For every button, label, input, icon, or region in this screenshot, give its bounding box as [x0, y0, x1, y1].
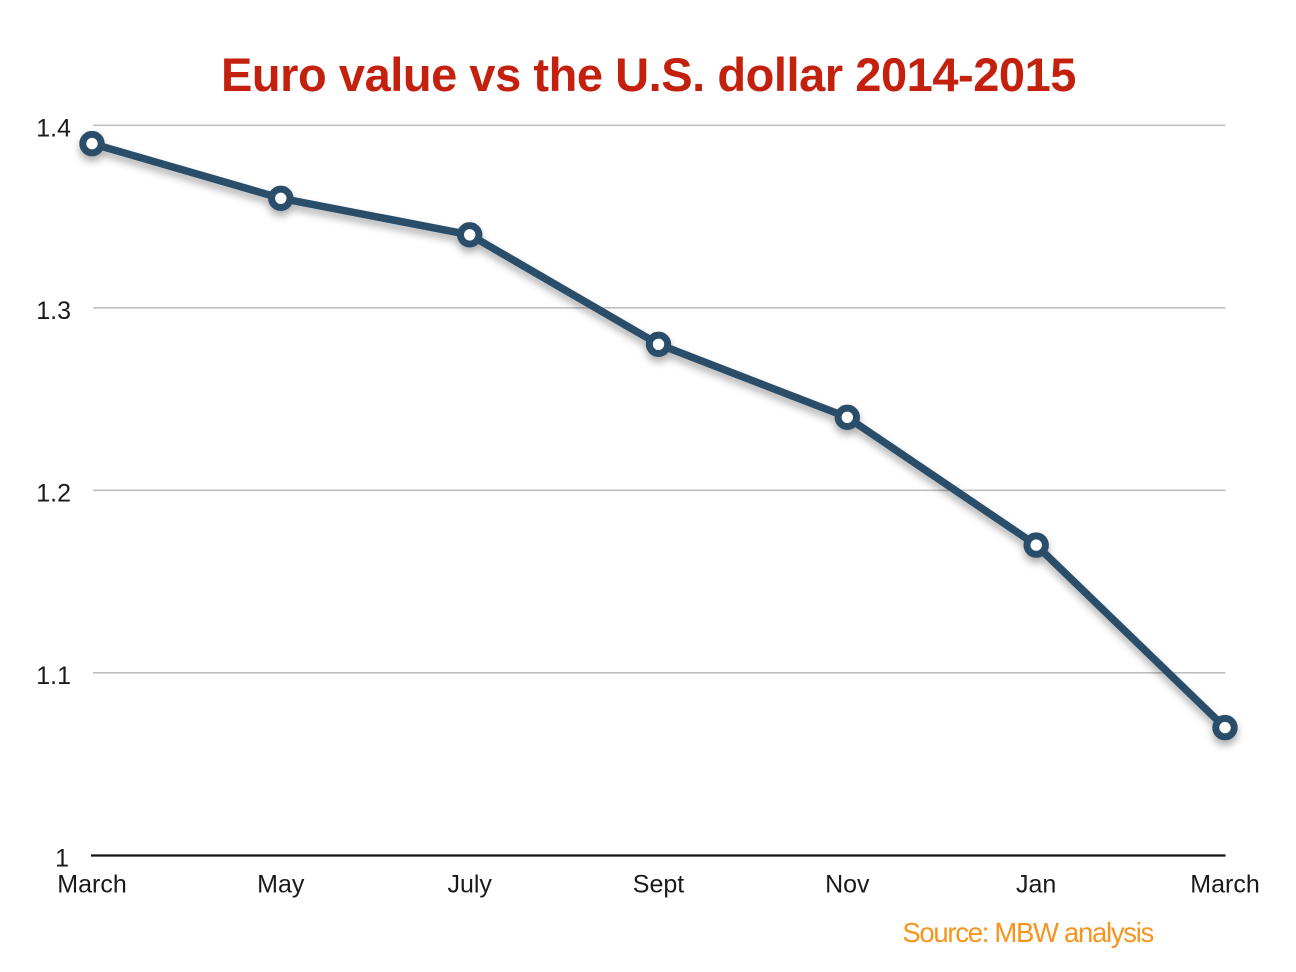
svg-text:Source: MBW analysis: Source: MBW analysis	[902, 917, 1153, 948]
svg-text:Nov: Nov	[825, 871, 870, 899]
svg-text:July: July	[447, 871, 492, 899]
svg-text:1: 1	[55, 845, 69, 873]
svg-text:Euro value vs the U.S. dollar: Euro value vs the U.S. dollar 2014-2015	[221, 48, 1076, 101]
svg-text:1.4: 1.4	[36, 114, 71, 142]
svg-text:1.2: 1.2	[36, 479, 71, 507]
svg-text:1.3: 1.3	[36, 297, 71, 325]
svg-text:Jan: Jan	[1016, 871, 1056, 899]
svg-text:May: May	[257, 871, 305, 899]
svg-text:March: March	[57, 871, 126, 899]
svg-text:March: March	[1190, 871, 1259, 899]
svg-text:1.1: 1.1	[36, 662, 71, 690]
svg-text:Sept: Sept	[633, 871, 684, 899]
